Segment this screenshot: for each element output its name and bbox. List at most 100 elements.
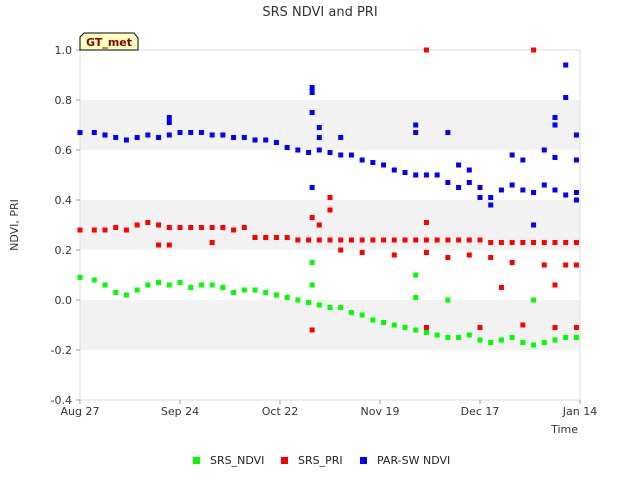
data-point	[423, 47, 429, 53]
data-point	[188, 285, 194, 290]
x-tick-label: Sep 24	[161, 405, 199, 418]
data-point	[445, 255, 451, 260]
data-point	[466, 180, 472, 185]
data-point	[198, 282, 204, 288]
data-point	[381, 237, 387, 243]
data-point	[166, 120, 172, 125]
y-tick-label: 0.2	[55, 244, 73, 257]
data-point	[231, 290, 237, 295]
data-point	[91, 227, 97, 233]
data-point	[166, 242, 172, 248]
data-point	[102, 282, 108, 288]
y-axis-ticks: -0.4 -0.2 0.0 0.2 0.4 0.6 0.8 1.0	[51, 44, 80, 407]
data-point	[445, 130, 451, 135]
data-point	[145, 282, 151, 288]
data-point	[198, 225, 204, 230]
data-point	[423, 220, 429, 225]
data-point	[531, 47, 537, 53]
data-point	[573, 190, 579, 195]
data-point	[488, 255, 494, 260]
data-point	[402, 170, 408, 175]
data-point	[477, 195, 483, 200]
data-point	[552, 155, 558, 160]
data-point	[563, 262, 569, 268]
data-point	[166, 132, 172, 138]
y-axis-label: NDVI, PRI	[8, 199, 21, 251]
y-tick-label: 0.6	[55, 144, 73, 157]
data-point	[573, 157, 579, 163]
data-point	[309, 90, 315, 95]
data-point	[241, 225, 247, 230]
data-point	[166, 225, 172, 230]
data-point	[402, 325, 408, 330]
data-point	[445, 335, 451, 340]
data-point	[338, 135, 344, 140]
data-point	[284, 235, 290, 240]
data-point	[295, 297, 301, 303]
data-point	[284, 145, 290, 150]
grid-band	[80, 350, 580, 400]
data-point	[488, 202, 494, 208]
data-point	[156, 135, 162, 140]
grid-band	[80, 250, 580, 300]
data-point	[434, 237, 440, 243]
data-point	[413, 130, 419, 135]
legend-label: SRS_PRI	[298, 454, 343, 467]
data-point	[423, 172, 429, 178]
x-tick-label: Jan 14	[562, 405, 597, 418]
y-tick-label: 1.0	[55, 44, 73, 57]
data-point	[520, 322, 526, 328]
data-point	[488, 195, 494, 200]
gt-met-badge: GT_met	[79, 32, 139, 51]
data-point	[445, 237, 451, 243]
data-point	[520, 240, 526, 245]
data-point	[77, 275, 83, 280]
data-point	[531, 222, 537, 228]
data-point	[273, 292, 279, 298]
data-point	[359, 237, 365, 243]
chart-title: SRS NDVI and PRI	[262, 5, 377, 20]
data-point	[327, 195, 333, 200]
data-point	[370, 237, 376, 243]
data-point	[263, 290, 269, 295]
data-point	[252, 235, 258, 240]
data-point	[552, 115, 558, 120]
data-point	[209, 282, 215, 288]
data-point	[541, 262, 547, 268]
data-point	[145, 132, 151, 138]
data-point	[166, 282, 172, 288]
data-point	[316, 302, 322, 308]
data-point	[573, 262, 579, 268]
grid-band	[80, 100, 580, 150]
data-point	[309, 215, 315, 220]
data-point	[209, 225, 215, 230]
data-point	[573, 240, 579, 245]
data-point	[552, 337, 558, 343]
data-point	[391, 167, 397, 173]
data-point	[102, 227, 108, 233]
data-point	[477, 185, 483, 190]
data-point	[209, 240, 215, 245]
data-point	[156, 222, 162, 228]
data-point	[509, 260, 515, 265]
data-point	[166, 115, 172, 120]
data-point	[134, 135, 140, 140]
y-tick-label: -0.2	[51, 344, 72, 357]
data-point	[209, 132, 215, 138]
x-axis-ticks: Aug 27 Sep 24 Oct 22 Nov 19 Dec 17 Jan 14	[61, 400, 597, 418]
data-point	[381, 320, 387, 325]
data-point	[316, 125, 322, 130]
data-point	[413, 172, 419, 178]
data-point	[359, 157, 365, 163]
data-point	[498, 240, 504, 245]
data-point	[477, 325, 483, 330]
data-point	[177, 225, 183, 230]
data-point	[573, 325, 579, 330]
series-par-sw-ndvi	[77, 62, 579, 228]
data-point	[338, 305, 344, 310]
data-point	[327, 305, 333, 310]
data-point	[231, 135, 237, 140]
data-point	[423, 237, 429, 243]
data-point	[91, 277, 97, 283]
